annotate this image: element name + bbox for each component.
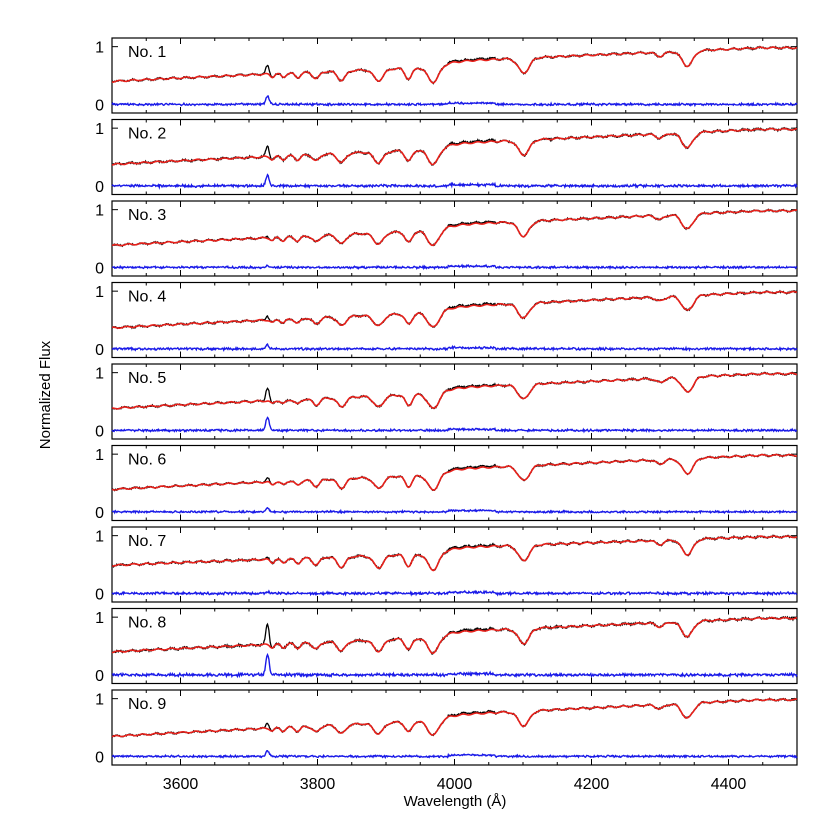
y-tick-label: 1 bbox=[95, 447, 104, 464]
model-spectrum-line bbox=[111, 127, 798, 166]
residual-line bbox=[111, 589, 798, 597]
panel-label: No. 8 bbox=[128, 615, 166, 632]
x-tick-label: 4400 bbox=[711, 776, 747, 793]
model-spectrum-line bbox=[112, 535, 798, 572]
model-spectrum-line bbox=[111, 698, 798, 738]
x-axis-label: Wavelength (Å) bbox=[404, 793, 507, 810]
panel-label: No. 7 bbox=[128, 533, 166, 550]
model-spectrum-line bbox=[112, 46, 798, 84]
x-tick-label: 4200 bbox=[574, 776, 610, 793]
panel-frame bbox=[111, 526, 798, 603]
y-tick-label: 0 bbox=[95, 97, 104, 114]
panel-frame bbox=[111, 363, 798, 440]
y-tick-label: 1 bbox=[95, 692, 104, 709]
y-tick-label: 0 bbox=[95, 260, 104, 277]
panel-frame bbox=[111, 200, 798, 277]
y-tick-label: 0 bbox=[95, 586, 104, 603]
residual-line bbox=[111, 343, 798, 352]
observed-spectrum-line bbox=[111, 534, 798, 571]
panel-label: No. 1 bbox=[128, 44, 166, 61]
residual-line bbox=[111, 263, 798, 271]
panel-label: No. 6 bbox=[128, 452, 166, 469]
panel-label: No. 4 bbox=[128, 289, 166, 306]
spectrum-panel: 0 1 No. 5 bbox=[95, 363, 798, 440]
spectrum-panel: 0 1 No. 9 bbox=[95, 689, 798, 766]
y-tick-label: 1 bbox=[95, 203, 104, 220]
panel-label: No. 5 bbox=[128, 370, 166, 387]
residual-line bbox=[111, 652, 798, 679]
x-tick-label: 4000 bbox=[437, 776, 473, 793]
y-tick-label: 1 bbox=[95, 366, 104, 383]
x-tick-label: 3800 bbox=[300, 776, 336, 793]
model-spectrum-line bbox=[111, 453, 798, 491]
y-tick-label: 1 bbox=[95, 610, 104, 627]
residual-line bbox=[111, 173, 798, 191]
y-tick-label: 0 bbox=[95, 179, 104, 196]
panel-label: No. 2 bbox=[128, 126, 166, 143]
residual-line bbox=[111, 95, 798, 108]
spectrum-panel: 0 1 No. 6 bbox=[95, 444, 798, 522]
spectrum-panel: 0 1 No. 1 bbox=[95, 37, 798, 114]
x-tick-label: 3600 bbox=[163, 776, 199, 793]
observed-spectrum-line bbox=[111, 615, 798, 655]
model-spectrum-line bbox=[111, 372, 798, 410]
y-axis-label: Normalized Flux bbox=[37, 340, 54, 449]
y-tick-label: 1 bbox=[95, 284, 104, 301]
spectrum-panel: 0 1 No. 7 bbox=[95, 526, 798, 603]
residual-line bbox=[111, 416, 798, 434]
spectrum-panel: 0 1 No. 4 bbox=[95, 281, 798, 359]
y-tick-label: 0 bbox=[95, 505, 104, 522]
residual-line bbox=[111, 749, 798, 760]
y-tick-label: 1 bbox=[95, 529, 104, 546]
y-tick-label: 0 bbox=[95, 342, 104, 359]
observed-spectrum-line bbox=[111, 45, 798, 85]
model-spectrum-line bbox=[111, 209, 798, 247]
panel-label: No. 3 bbox=[128, 207, 166, 224]
y-tick-label: 0 bbox=[95, 749, 104, 766]
x-tick-labels: 3600 3800 4000 4200 4400 bbox=[163, 776, 747, 793]
y-tick-label: 0 bbox=[95, 423, 104, 440]
y-tick-label: 0 bbox=[95, 668, 104, 685]
panels-group: 0 1 No. 1 0 1 No. 2 0 1 No. 3 0 1 No. 4 0 1 No. 5 0 1 No.… bbox=[95, 37, 798, 766]
panel-label: No. 9 bbox=[128, 696, 166, 713]
spectrum-panel: 0 1 No. 8 bbox=[95, 607, 798, 685]
model-spectrum-line bbox=[111, 616, 798, 654]
observed-spectrum-line bbox=[112, 453, 798, 492]
y-tick-label: 1 bbox=[95, 40, 104, 57]
residual-line bbox=[111, 506, 798, 515]
spectrum-panel: 0 1 No. 2 bbox=[95, 118, 798, 196]
y-tick-label: 1 bbox=[95, 121, 104, 138]
model-spectrum-line bbox=[111, 290, 798, 329]
spectrum-panel: 0 1 No. 3 bbox=[95, 200, 798, 277]
